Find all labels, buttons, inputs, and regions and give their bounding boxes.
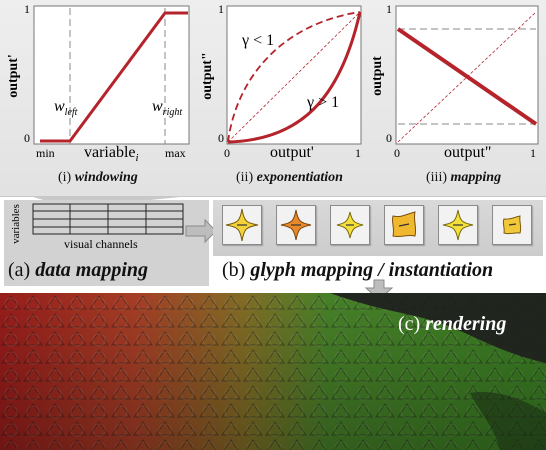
glyph-box-3 [330, 205, 370, 245]
gamma-lt-label: γ < 1 [242, 32, 275, 49]
glyph-3-icon [336, 211, 364, 239]
gamma-gt-curve [227, 11, 362, 144]
w-left-sub: left [64, 107, 78, 119]
caption-rendering-num: (c) [398, 313, 421, 335]
w-right-main: w [152, 98, 163, 115]
variables-label: variables [10, 204, 22, 244]
plot-iii-xtick-1: 1 [530, 146, 536, 160]
glyph-1-icon [225, 208, 259, 242]
plot-ii-ylabel-wrap: output" [196, 40, 218, 120]
caption-windowing-name: windowing [74, 170, 138, 185]
data-mapping-bg [4, 200, 209, 286]
glyph-box-1 [222, 205, 262, 245]
caption-exponentiation-num: (ii) [236, 170, 254, 185]
caption-data-mapping-name: data mapping [35, 259, 148, 281]
identity-line [227, 11, 361, 143]
plot-i-ylabel: output' [6, 54, 21, 98]
visual-channels-label: visual channels [64, 237, 138, 251]
glyph-box-4 [384, 205, 424, 245]
mapping-curve [396, 27, 538, 126]
plot-ii-xlabel: output' [270, 144, 314, 161]
plot-ii-ytick-bottom: 0 [218, 131, 224, 145]
caption-data-mapping: (a) data mapping [8, 259, 148, 282]
mapping-connectors-svg [4, 196, 394, 300]
plot-iii-ytick-bottom: 0 [386, 131, 392, 145]
plot-i-xtick-max: max [165, 146, 186, 160]
plot-i-ylabel-wrap: output' [2, 40, 24, 120]
plot-iii-xlabel: output" [444, 144, 492, 161]
caption-glyph-mapping-num: (b) [222, 259, 246, 281]
mapping-identity-line [397, 11, 537, 143]
glyph-6-icon [502, 215, 522, 235]
plot-iii-xtick-0: 0 [394, 146, 400, 160]
windowing-curve [40, 11, 188, 143]
caption-glyph-mapping: (b) glyph mapping / instantiation [222, 259, 493, 282]
mapping-table [32, 203, 184, 235]
glyph-box-2 [276, 205, 316, 245]
caption-glyph-mapping-name: glyph mapping / instantiation [250, 259, 494, 281]
caption-mapping-name: mapping [450, 170, 502, 185]
caption-windowing-num: (i) [58, 170, 72, 185]
plot-i-xlabel-main: variable [84, 144, 136, 161]
w-left-label: wleft [54, 98, 77, 118]
caption-data-mapping-num: (a) [8, 259, 31, 281]
rendering-image [0, 293, 546, 450]
plot-iii-ylabel: output [370, 56, 385, 96]
gamma-gt-label: γ > 1 [307, 94, 340, 111]
caption-mapping: (iii) mapping [426, 170, 501, 186]
gamma-lt-curve [227, 11, 361, 143]
plot-ii-ylabel: output" [200, 52, 215, 100]
glyph-strip [213, 200, 543, 256]
arrow-a-to-b [185, 218, 217, 244]
variables-label-wrap: variables [4, 204, 28, 246]
caption-rendering-name: rendering [425, 313, 507, 335]
w-right-sub: right [162, 107, 183, 119]
plot-i-xlabel: variablei [84, 144, 139, 164]
glyph-2-icon [280, 209, 312, 241]
plot-ii-xtick-1: 1 [355, 146, 361, 160]
plot-windowing-area [33, 5, 190, 145]
caption-exponentiation: (ii) exponentiation [236, 170, 343, 186]
plot-i-ytick-bottom: 0 [24, 131, 30, 145]
w-left-main: w [54, 98, 65, 115]
w-right-label: wright [152, 98, 182, 118]
plot-iii-ytick-top: 1 [386, 2, 392, 16]
caption-exponentiation-name: exponentiation [256, 170, 343, 185]
plot-iii-ylabel-wrap: output [366, 40, 388, 120]
plots-svg [33, 5, 539, 145]
glyph-box-5 [438, 205, 478, 245]
plot-ii-xtick-0: 0 [224, 146, 230, 160]
glyph-box-6 [492, 205, 532, 245]
caption-windowing: (i) windowing [58, 170, 138, 186]
plot-ii-ytick-top: 1 [218, 2, 224, 16]
plot-i-xtick-min: min [36, 146, 55, 160]
glyph-5-icon [442, 209, 474, 241]
caption-mapping-num: (iii) [426, 170, 447, 185]
glyph-4-icon [391, 211, 417, 238]
plot-i-ytick-top: 1 [24, 2, 30, 16]
plot-i-xlabel-sub: i [135, 152, 139, 165]
caption-rendering: (c) rendering [398, 313, 506, 336]
